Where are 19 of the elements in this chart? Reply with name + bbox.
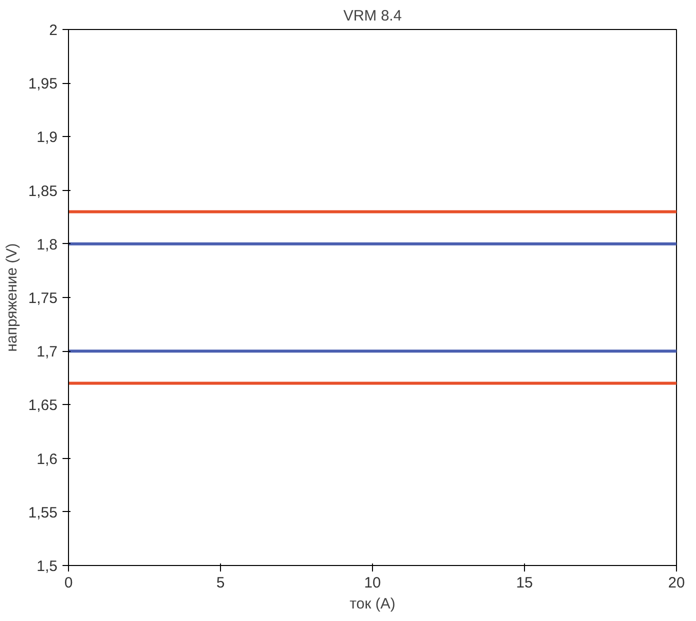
y-tick-label: 1,95: [28, 76, 58, 93]
y-tick-label: 1,8: [36, 236, 58, 254]
y-tick-label: 1,55: [28, 504, 58, 522]
y-tick-label: 1,65: [28, 397, 58, 414]
x-tick-label: 0: [64, 574, 73, 592]
y-tick-label: 1,6: [36, 450, 58, 468]
x-tick-label: 20: [668, 574, 685, 592]
x-tick-label: 15: [516, 574, 533, 592]
y-tick-label: 1,5: [36, 558, 58, 575]
y-tick-label: 1,9: [36, 129, 58, 146]
chart-title: VRM 8.4: [343, 8, 402, 24]
y-tick-label: 1,7: [36, 344, 58, 361]
y-axis-title: напряжение (V): [3, 243, 20, 352]
x-tick-label: 5: [216, 574, 225, 592]
y-tick-label: 2: [49, 22, 58, 39]
y-tick-label: 1,75: [28, 290, 58, 307]
x-tick-label: 10: [364, 574, 381, 592]
x-axis-title: ток (A): [350, 596, 396, 612]
y-tick-label: 1,85: [28, 182, 58, 200]
